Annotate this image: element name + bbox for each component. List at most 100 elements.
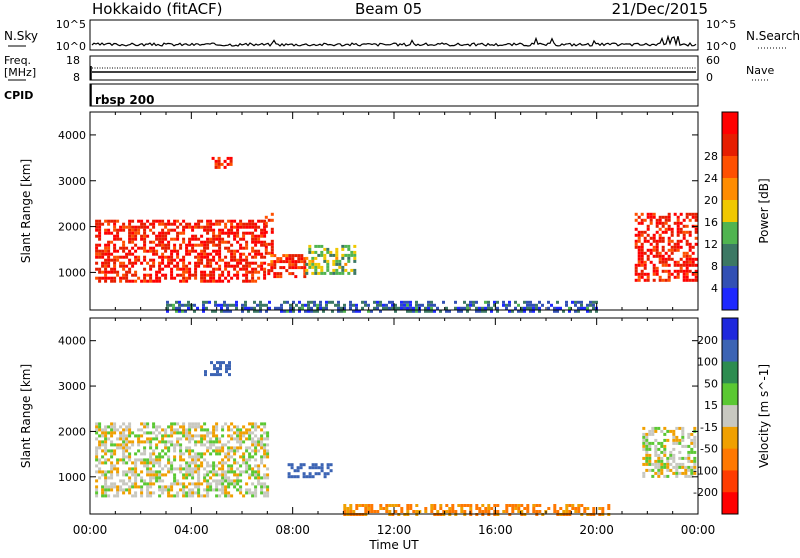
data-cell bbox=[254, 446, 258, 450]
data-cell bbox=[113, 464, 117, 468]
data-cell bbox=[657, 441, 661, 445]
data-cell bbox=[122, 458, 126, 462]
y-tick-label: 2000 bbox=[58, 425, 86, 438]
data-cell bbox=[197, 458, 201, 462]
data-cell bbox=[687, 453, 691, 457]
data-cell bbox=[95, 491, 99, 495]
data-cell bbox=[654, 459, 658, 463]
data-cell bbox=[169, 303, 172, 307]
data-cell bbox=[122, 267, 126, 271]
data-cell bbox=[206, 228, 210, 232]
data-cell bbox=[329, 250, 333, 254]
data-cell bbox=[137, 458, 141, 462]
data-cell bbox=[104, 494, 108, 498]
data-cell bbox=[654, 444, 658, 448]
data-cell bbox=[167, 228, 171, 232]
data-cell bbox=[170, 249, 174, 253]
data-cell bbox=[191, 482, 195, 486]
data-cell bbox=[98, 219, 102, 223]
data-cell bbox=[197, 452, 201, 456]
data-cell bbox=[349, 507, 353, 510]
data-cell bbox=[161, 243, 165, 247]
data-cell bbox=[209, 258, 213, 262]
data-cell bbox=[340, 309, 343, 313]
data-cell bbox=[645, 450, 649, 454]
data-cell bbox=[648, 432, 652, 436]
data-cell bbox=[260, 255, 264, 259]
data-cell bbox=[254, 485, 258, 489]
data-cell bbox=[215, 422, 219, 426]
data-cell bbox=[116, 461, 120, 465]
data-cell bbox=[116, 467, 120, 471]
data-cell bbox=[212, 428, 216, 432]
data-cell bbox=[469, 510, 473, 513]
data-cell bbox=[311, 262, 315, 266]
data-cell bbox=[205, 300, 208, 304]
data-cell bbox=[164, 234, 168, 238]
data-cell bbox=[682, 218, 686, 222]
data-cell bbox=[291, 266, 295, 270]
data-cell bbox=[110, 470, 114, 474]
data-cell bbox=[646, 215, 650, 219]
data-cell bbox=[206, 470, 210, 474]
data-cell bbox=[245, 437, 249, 441]
data-cell bbox=[233, 252, 237, 256]
data-cell bbox=[206, 240, 210, 244]
data-cell bbox=[179, 464, 183, 468]
data-cell bbox=[273, 263, 277, 267]
data-cell bbox=[460, 504, 464, 507]
data-cell bbox=[308, 250, 312, 254]
data-cell bbox=[347, 271, 351, 275]
data-cell bbox=[209, 228, 213, 232]
data-cell bbox=[547, 306, 550, 310]
data-cell bbox=[266, 485, 270, 489]
data-cell bbox=[394, 306, 397, 310]
data-cell bbox=[245, 279, 249, 283]
data-cell bbox=[104, 228, 108, 232]
data-cell bbox=[104, 440, 108, 444]
data-cell bbox=[122, 491, 126, 495]
data-cell bbox=[442, 300, 445, 304]
data-cell bbox=[648, 441, 652, 445]
data-cell bbox=[178, 303, 181, 307]
data-cell bbox=[209, 276, 213, 280]
data-cell bbox=[206, 464, 210, 468]
data-cell bbox=[248, 431, 252, 435]
nsky-trace bbox=[91, 34, 697, 47]
data-cell bbox=[487, 300, 490, 304]
data-cell bbox=[101, 276, 105, 280]
data-cell bbox=[167, 491, 171, 495]
data-cell bbox=[149, 452, 153, 456]
data-cell bbox=[149, 249, 153, 253]
data-cell bbox=[158, 488, 162, 492]
data-cell bbox=[589, 309, 592, 313]
data-cell bbox=[95, 261, 99, 265]
data-cell bbox=[134, 270, 138, 274]
data-cell bbox=[264, 245, 268, 249]
data-cell bbox=[194, 428, 198, 432]
data-cell bbox=[288, 260, 292, 264]
data-cell bbox=[161, 437, 165, 441]
data-cell bbox=[188, 237, 192, 241]
data-cell bbox=[299, 463, 303, 467]
data-cell bbox=[200, 494, 204, 498]
data-cell bbox=[149, 494, 153, 498]
data-cell bbox=[128, 467, 132, 471]
data-cell bbox=[146, 488, 150, 492]
data-cell bbox=[341, 247, 345, 251]
data-cell bbox=[197, 434, 201, 438]
data-cell bbox=[185, 491, 189, 495]
data-cell bbox=[223, 159, 227, 163]
data-cell bbox=[149, 273, 153, 277]
data-cell bbox=[134, 434, 138, 438]
data-cell bbox=[149, 455, 153, 459]
data-cell bbox=[685, 278, 689, 282]
colorbar-segment bbox=[722, 288, 738, 311]
data-cell bbox=[682, 251, 686, 255]
data-cell bbox=[236, 261, 240, 265]
data-cell bbox=[98, 422, 102, 426]
data-cell bbox=[273, 275, 277, 279]
data-cell bbox=[601, 510, 605, 513]
colorbar-segment bbox=[722, 448, 738, 471]
data-cell bbox=[122, 431, 126, 435]
